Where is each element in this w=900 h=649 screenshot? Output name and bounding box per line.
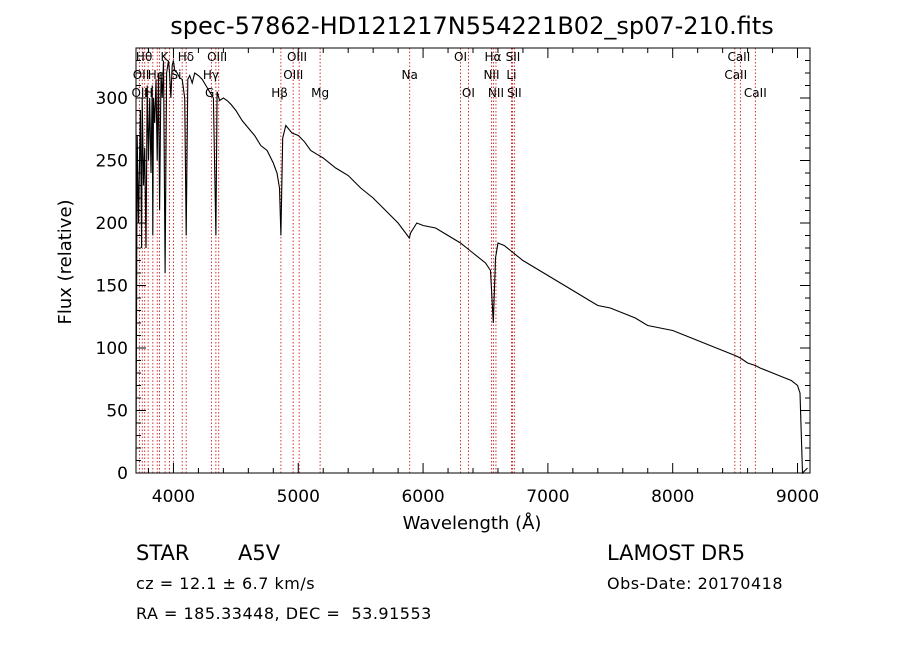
x-tick-label: 7000 [526, 487, 569, 507]
y-tick-label: 150 [96, 277, 128, 297]
line-label: He [148, 68, 164, 82]
y-tick-label: 300 [96, 89, 128, 109]
line-label: Hγ [203, 68, 219, 82]
line-label: Hβ [271, 86, 288, 100]
y-tick-label: 200 [96, 214, 128, 234]
spectrum-trace [135, 60, 808, 475]
line-label: NII [483, 68, 499, 82]
line-label: Hθ [136, 50, 152, 64]
line-label: Mg [311, 86, 329, 100]
survey-name: LAMOST DR5 [607, 541, 746, 565]
x-tick-label: 6000 [401, 487, 444, 507]
line-label: G [205, 86, 214, 100]
redshift-readout: cz = 12.1 ± 6.7 km/s [136, 574, 316, 593]
line-label: OI [462, 86, 475, 100]
line-label: SII [507, 86, 522, 100]
line-label: CaII [744, 86, 767, 100]
x-axis-label: Wavelength (Å) [403, 512, 542, 534]
line-label: OIII [207, 50, 227, 64]
line-label: NII [488, 86, 504, 100]
line-label: SII [506, 50, 521, 64]
line-label: K [161, 50, 170, 64]
y-tick-label: 0 [117, 464, 128, 484]
observation-date: Obs-Date: 20170418 [607, 574, 784, 593]
object-subclass: A5V [238, 541, 281, 565]
y-tick-label: 100 [96, 339, 128, 359]
line-label: H [144, 86, 153, 100]
line-label: CaII [727, 50, 750, 64]
x-tick-label: 5000 [277, 487, 320, 507]
line-label: OI [454, 50, 467, 64]
line-label: Si [170, 68, 181, 82]
y-tick-label: 50 [106, 402, 128, 422]
line-label: Hα [485, 50, 502, 64]
y-tick-label: 250 [96, 152, 128, 172]
x-axis-ticks: 4000 5000 6000 7000 8000 9000 [147, 48, 819, 507]
line-label: OIII [283, 68, 303, 82]
x-tick-label: 4000 [152, 487, 195, 507]
line-label: Na [402, 68, 418, 82]
line-label: Hδ [178, 50, 194, 64]
object-class: STAR [136, 541, 190, 565]
chart-title: spec-57862-HD121217N554221B02_sp07-210.f… [170, 12, 774, 40]
y-axis-label: Flux (relative) [55, 199, 76, 324]
line-label: CaII [724, 68, 747, 82]
line-label: Li [506, 68, 516, 82]
coordinates-readout: RA = 185.33448, DEC = 53.91553 [136, 604, 432, 623]
line-label: OII [133, 68, 150, 82]
x-tick-label: 8000 [651, 487, 694, 507]
line-label: OIII [287, 50, 307, 64]
spectral-line-markers [138, 48, 756, 473]
y-axis-ticks: 0 50 100 150 200 250 300 [96, 60, 810, 484]
x-tick-label: 9000 [776, 487, 819, 507]
